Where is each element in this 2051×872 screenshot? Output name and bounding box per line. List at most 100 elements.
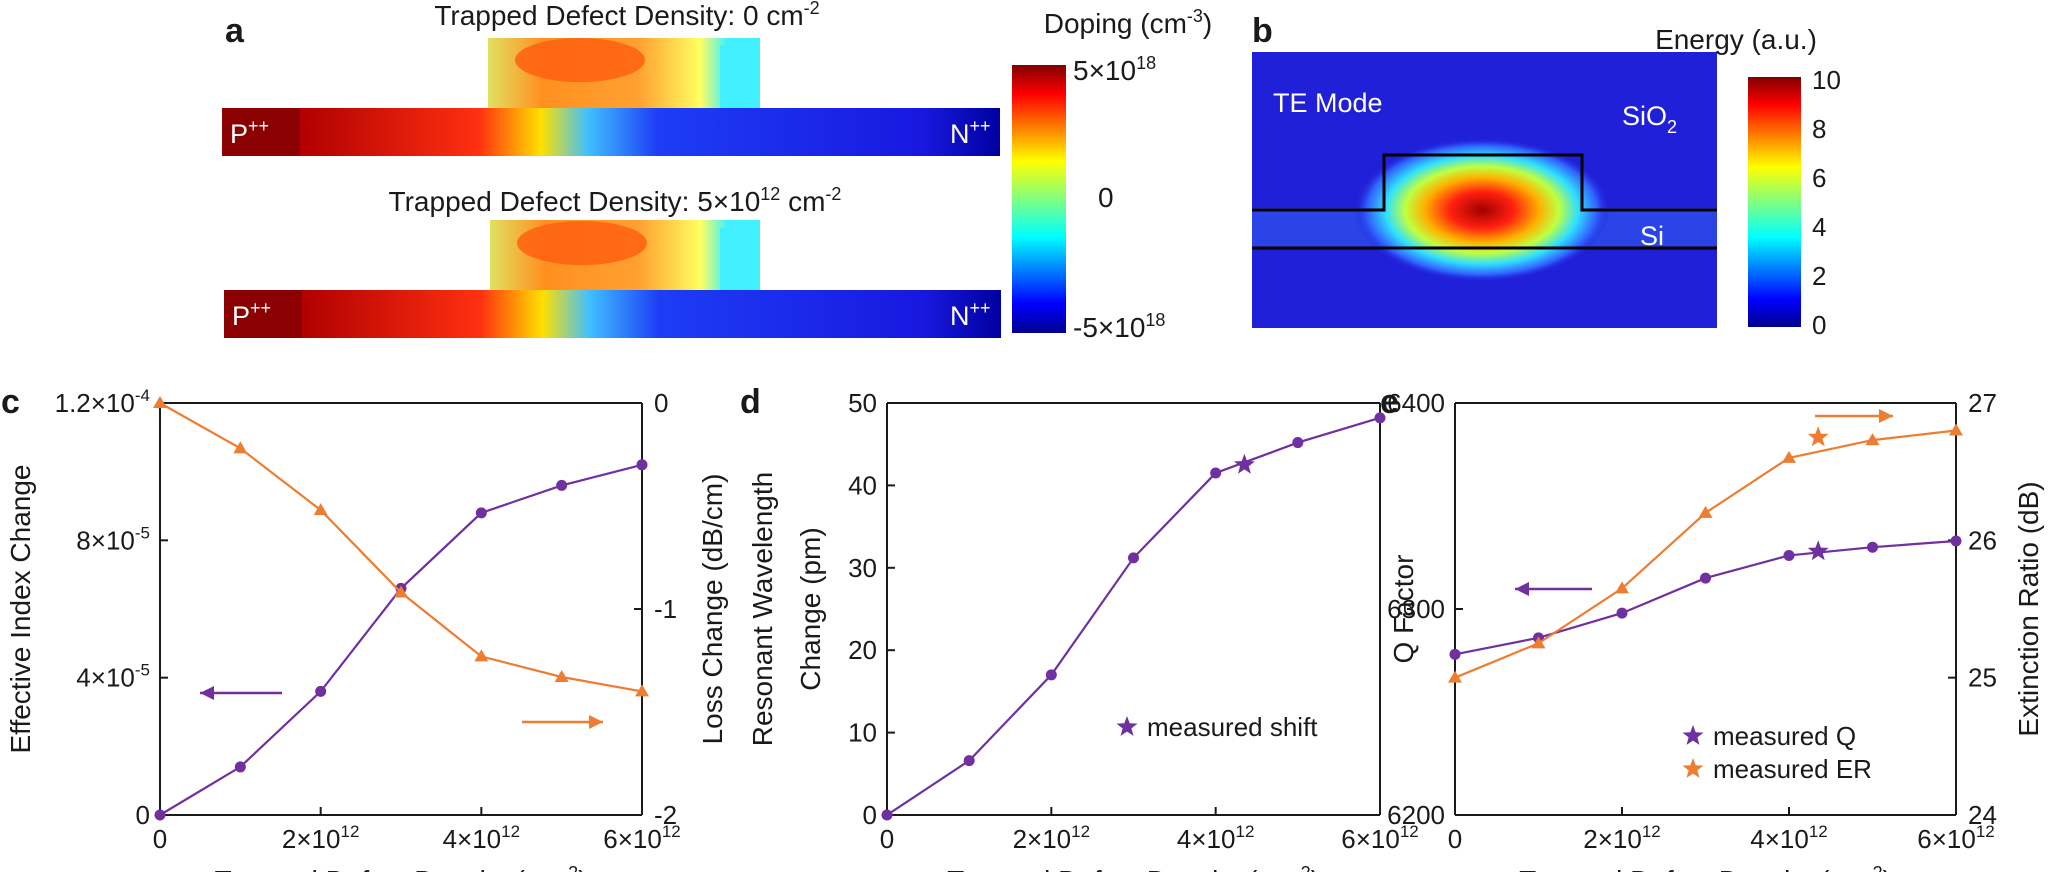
series-line-triangle [159,402,643,693]
chart-e: e 0 2×1012 4×1012 6×1012 Trapped Defect Densi… [1380,383,2044,872]
energy-colorbar-tick: 10 [1812,65,1841,95]
data-point-circle [881,809,893,821]
y-tick-label-right: 24 [1968,800,1997,830]
legend-label: measured Q [1713,721,1856,751]
data-point-circle [475,507,487,519]
data-point-triangle [1782,450,1796,463]
y-tick-label-right: 0 [654,388,668,418]
left-axis-arrow-head [1515,582,1529,596]
x-tick-label: 2×1012 [1013,822,1091,854]
y-axis-title-left: Q Factor [1388,555,1419,664]
y-tick-label-left: 30 [848,553,877,583]
data-point-triangle [1615,581,1629,594]
x-tick-label: 0 [880,824,894,854]
panel-b-letter: b [1252,12,1273,50]
te-mode-label: TE Mode [1273,88,1383,118]
y-tick-label-left: 8×10-5 [76,523,150,555]
y-tick-label-right: 27 [1968,388,1997,418]
y-tick-label-left: 6400 [1387,388,1445,418]
data-point-triangle [554,669,569,682]
data-point-circle [1210,467,1222,479]
y-tick-label-left: 50 [848,388,877,418]
energy-colorbar-tick: 6 [1812,163,1826,193]
y-axis-title-left: Effective Index Change [5,464,36,753]
data-point-circle [315,685,327,697]
measured-star [1234,453,1255,474]
si-label: Si [1640,221,1664,251]
x-tick-label: 4×1012 [1750,822,1828,854]
x-tick-label: 4×1012 [443,822,521,854]
data-point-circle [1950,535,1962,547]
data-point-circle [1783,549,1795,561]
data-point-circle [234,761,246,773]
energy-colorbar-tick: 0 [1812,310,1826,340]
chart-c: c 0 2×1012 4×1012 6×1012 Trapped Defect Densi… [1,383,728,872]
data-point-circle [636,459,648,471]
doping-map-top-title: Trapped Defect Density: 0 cm-2 [434,0,819,31]
panel-c-letter: c [1,383,20,421]
y-tick-label-left: 0 [863,800,877,830]
data-point-triangle [153,396,167,408]
data-point-triangle [1698,505,1713,518]
data-point-triangle [394,585,408,598]
series-line-triangle [1454,429,1957,679]
x-axis-title: Trapped Defect Density (cm-2) [215,863,588,872]
data-point-circle [1867,541,1878,553]
energy-colorbar-tick: 2 [1812,261,1826,291]
data-point-circle [1449,648,1461,660]
series-line-circle [1454,539,1957,656]
x-tick-label: 6×1012 [603,822,681,854]
data-point-triangle [1448,670,1462,683]
right-axis-arrow-head [589,715,603,729]
p-region-label-top: P++ [230,116,269,149]
y-tick-label-right: 26 [1968,525,1997,555]
doping-map-top [222,38,1000,156]
data-point-circle [1616,607,1628,619]
doping-colorbar-title: Doping (cm-3) [1044,6,1213,39]
data-point-circle [963,755,975,767]
data-point-circle [1128,552,1139,564]
y-tick-label-right: -1 [654,594,677,624]
y-tick-label-left: 6200 [1387,800,1445,830]
energy-colorbar-tick: 8 [1812,114,1826,144]
x-tick-label: 0 [1448,824,1462,854]
measured-star [1807,426,1829,447]
panel-a: a Trapped Defect Density: 0 cm-2 P++ N++… [222,0,1212,343]
y-tick-label-left: 40 [848,470,877,500]
data-point-triangle [233,441,248,454]
panel-d-letter: d [740,383,761,421]
y-tick-label-left: 20 [848,635,877,665]
doping-colorbar [1012,65,1066,333]
data-point-triangle [1531,636,1546,649]
x-tick-label: 0 [153,824,167,854]
y-axis-title-right: Extinction Ratio (dB) [2013,481,2044,736]
left-axis-arrow-head [200,686,214,700]
y-axis-title-line2: Change (pm) [795,527,826,690]
doping-colorbar-max: 5×1018 [1073,53,1156,86]
legend-star [1682,725,1704,745]
x-tick-label: 2×1012 [282,822,360,854]
panel-a-letter: a [225,12,245,50]
x-tick-label: 6×1012 [1341,822,1419,854]
x-axis-title: Trapped Defect Density (cm-2) [947,863,1320,872]
y-tick-label-left: 6300 [1387,594,1445,624]
legend-label: measured ER [1713,754,1872,784]
series-line-circle [159,463,643,816]
p-region-label-bottom: P++ [232,298,271,331]
panel-b: b TE Mode SiO2 Si Energy (a.u.) 10 8 6 4 2 0 [1252,12,1841,340]
measured-star [1807,540,1829,561]
x-axis-title: Trapped Defect Density (cm-2) [1519,863,1892,872]
x-tick-label: 2×1012 [1583,822,1661,854]
energy-colorbar-title: Energy (a.u.) [1655,24,1817,55]
doping-colorbar-min: -5×1018 [1073,310,1165,343]
y-tick-label-left: 1.2×10-4 [55,386,150,418]
data-point-circle [1374,412,1386,424]
data-point-triangle [1949,423,1963,436]
n-region-label-bottom: N++ [950,298,991,331]
panel-e-letter: e [1380,383,1399,421]
data-point-circle [1045,669,1057,681]
x-tick-label: 4×1012 [1177,822,1255,854]
data-point-circle [556,479,568,491]
y-tick-label-left: 0 [136,800,150,830]
x-tick-label: 6×1012 [1917,822,1995,854]
